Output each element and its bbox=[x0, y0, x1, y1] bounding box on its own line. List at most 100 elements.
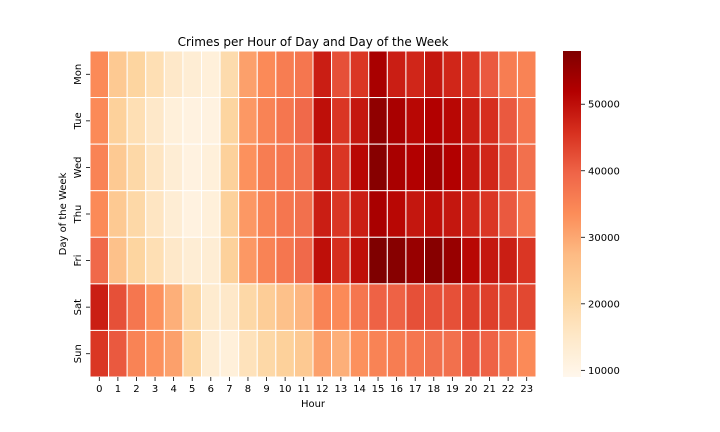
heatmap-cell-fri-22 bbox=[498, 236, 518, 285]
heatmap-cell-sat-7 bbox=[219, 283, 240, 331]
x-tick-label: 23 bbox=[520, 384, 533, 395]
heatmap-cell-mon-23 bbox=[516, 50, 537, 99]
heatmap-cell-sun-20 bbox=[461, 329, 481, 378]
heatmap-cell-mon-0 bbox=[89, 50, 110, 99]
y-tick-labels: Mon Tue Wed Thu Fri Sat Sun bbox=[73, 64, 90, 363]
heatmap-cell-tue-6 bbox=[201, 97, 221, 145]
heatmap-cell-sun-1 bbox=[108, 329, 128, 378]
heatmap-cell-wed-17 bbox=[405, 143, 426, 192]
y-tick-label: Tue bbox=[73, 112, 84, 130]
x-tick-label: 21 bbox=[483, 384, 496, 395]
heatmap-cell-thu-15 bbox=[368, 190, 388, 238]
heatmap-cell-sat-23 bbox=[516, 283, 537, 331]
heatmap-cell-mon-16 bbox=[386, 50, 407, 99]
heatmap-cell-fri-9 bbox=[256, 236, 277, 285]
x-tick-label: 3 bbox=[152, 384, 158, 395]
heatmap-cell-sun-14 bbox=[349, 329, 370, 378]
y-tick-label: Mon bbox=[73, 64, 84, 85]
heatmap-cell-wed-10 bbox=[275, 143, 295, 192]
heatmap-cell-sun-21 bbox=[479, 329, 500, 378]
heatmap-cell-sat-0 bbox=[89, 283, 110, 331]
x-tick-label: 6 bbox=[208, 384, 214, 395]
y-tick-label: Fri bbox=[73, 255, 84, 267]
heatmap-cell-sun-8 bbox=[238, 329, 258, 378]
heatmap-cell-sat-14 bbox=[349, 283, 370, 331]
heatmap-cell-thu-14 bbox=[349, 190, 370, 238]
heatmap-cell-fri-20 bbox=[461, 236, 481, 285]
colorbar-tick-label: 10000 bbox=[588, 366, 620, 377]
x-tick-label: 18 bbox=[427, 384, 440, 395]
heatmap-cell-sat-18 bbox=[424, 283, 444, 331]
heatmap-cell-wed-5 bbox=[182, 143, 202, 192]
x-tick-label: 5 bbox=[189, 384, 195, 395]
x-axis-label: Hour bbox=[301, 399, 326, 410]
heatmap-cell-sat-20 bbox=[461, 283, 481, 331]
heatmap-cell-sun-9 bbox=[256, 329, 277, 378]
x-tick-label: 22 bbox=[502, 384, 515, 395]
heatmap-cell-mon-11 bbox=[293, 50, 314, 99]
heatmap-cell-thu-16 bbox=[386, 190, 407, 238]
heatmap-cell-fri-15 bbox=[368, 236, 388, 285]
heatmap-cell-fri-4 bbox=[163, 236, 184, 285]
heatmap-cell-sat-22 bbox=[498, 283, 518, 331]
heatmap-cell-mon-19 bbox=[442, 50, 463, 99]
chart-title: Crimes per Hour of Day and Day of the We… bbox=[178, 35, 449, 49]
heatmap-cell-mon-9 bbox=[256, 50, 277, 99]
x-tick-label: 16 bbox=[390, 384, 403, 395]
heatmap-cell-fri-23 bbox=[516, 236, 537, 285]
heatmap-cell-tue-12 bbox=[312, 97, 333, 145]
x-tick-label: 10 bbox=[279, 384, 292, 395]
heatmap-cell-sun-5 bbox=[182, 329, 202, 378]
heatmap-cell-wed-3 bbox=[145, 143, 165, 192]
heatmap-cell-mon-13 bbox=[331, 50, 351, 99]
heatmap-cell-tue-9 bbox=[256, 97, 277, 145]
heatmap-cell-thu-19 bbox=[442, 190, 463, 238]
heatmap-cell-thu-17 bbox=[405, 190, 426, 238]
heatmap-cell-wed-18 bbox=[424, 143, 444, 192]
heatmap-cell-fri-3 bbox=[145, 236, 165, 285]
heatmap-cell-tue-18 bbox=[424, 97, 444, 145]
x-tick-label: 8 bbox=[245, 384, 251, 395]
heatmap-cell-thu-6 bbox=[201, 190, 221, 238]
heatmap-cell-fri-7 bbox=[219, 236, 240, 285]
heatmap-cell-mon-1 bbox=[108, 50, 128, 99]
heatmap-cell-sat-11 bbox=[293, 283, 314, 331]
heatmap-cell-thu-23 bbox=[516, 190, 537, 238]
colorbar-tick-label: 30000 bbox=[588, 233, 620, 244]
heatmap-cell-wed-2 bbox=[126, 143, 147, 192]
heatmap-cell-sun-11 bbox=[293, 329, 314, 378]
y-axis-label: Day of the Week bbox=[58, 172, 69, 255]
heatmap-cell-fri-14 bbox=[349, 236, 370, 285]
heatmap-cell-thu-20 bbox=[461, 190, 481, 238]
heatmap-cell-mon-17 bbox=[405, 50, 426, 99]
heatmap-cell-thu-10 bbox=[275, 190, 295, 238]
heatmap-cell-sat-17 bbox=[405, 283, 426, 331]
heatmap-cell-tue-23 bbox=[516, 97, 537, 145]
heatmap-cell-sat-10 bbox=[275, 283, 295, 331]
x-tick-label: 11 bbox=[297, 384, 310, 395]
y-tick-label: Thu bbox=[73, 205, 84, 225]
heatmap-cell-tue-3 bbox=[145, 97, 165, 145]
y-tick-label: Sun bbox=[73, 344, 84, 363]
heatmap-cell-wed-12 bbox=[312, 143, 333, 192]
heatmap-cells bbox=[89, 50, 537, 378]
heatmap-cell-thu-22 bbox=[498, 190, 518, 238]
heatmap-cell-sat-13 bbox=[331, 283, 351, 331]
heatmap-cell-wed-7 bbox=[219, 143, 240, 192]
heatmap-cell-thu-5 bbox=[182, 190, 202, 238]
heatmap-cell-fri-12 bbox=[312, 236, 333, 285]
heatmap-cell-thu-18 bbox=[424, 190, 444, 238]
x-tick-label: 20 bbox=[465, 384, 478, 395]
heatmap-cell-wed-16 bbox=[386, 143, 407, 192]
heatmap-cell-sat-8 bbox=[238, 283, 258, 331]
heatmap-cell-mon-5 bbox=[182, 50, 202, 99]
heatmap-cell-sun-7 bbox=[219, 329, 240, 378]
heatmap-cell-sun-4 bbox=[163, 329, 184, 378]
heatmap-cell-tue-1 bbox=[108, 97, 128, 145]
heatmap-cell-tue-7 bbox=[219, 97, 240, 145]
heatmap-cell-mon-10 bbox=[275, 50, 295, 99]
heatmap-cell-sat-9 bbox=[256, 283, 277, 331]
heatmap-cell-tue-10 bbox=[275, 97, 295, 145]
x-tick-label: 7 bbox=[226, 384, 232, 395]
heatmap-cell-sat-6 bbox=[201, 283, 221, 331]
